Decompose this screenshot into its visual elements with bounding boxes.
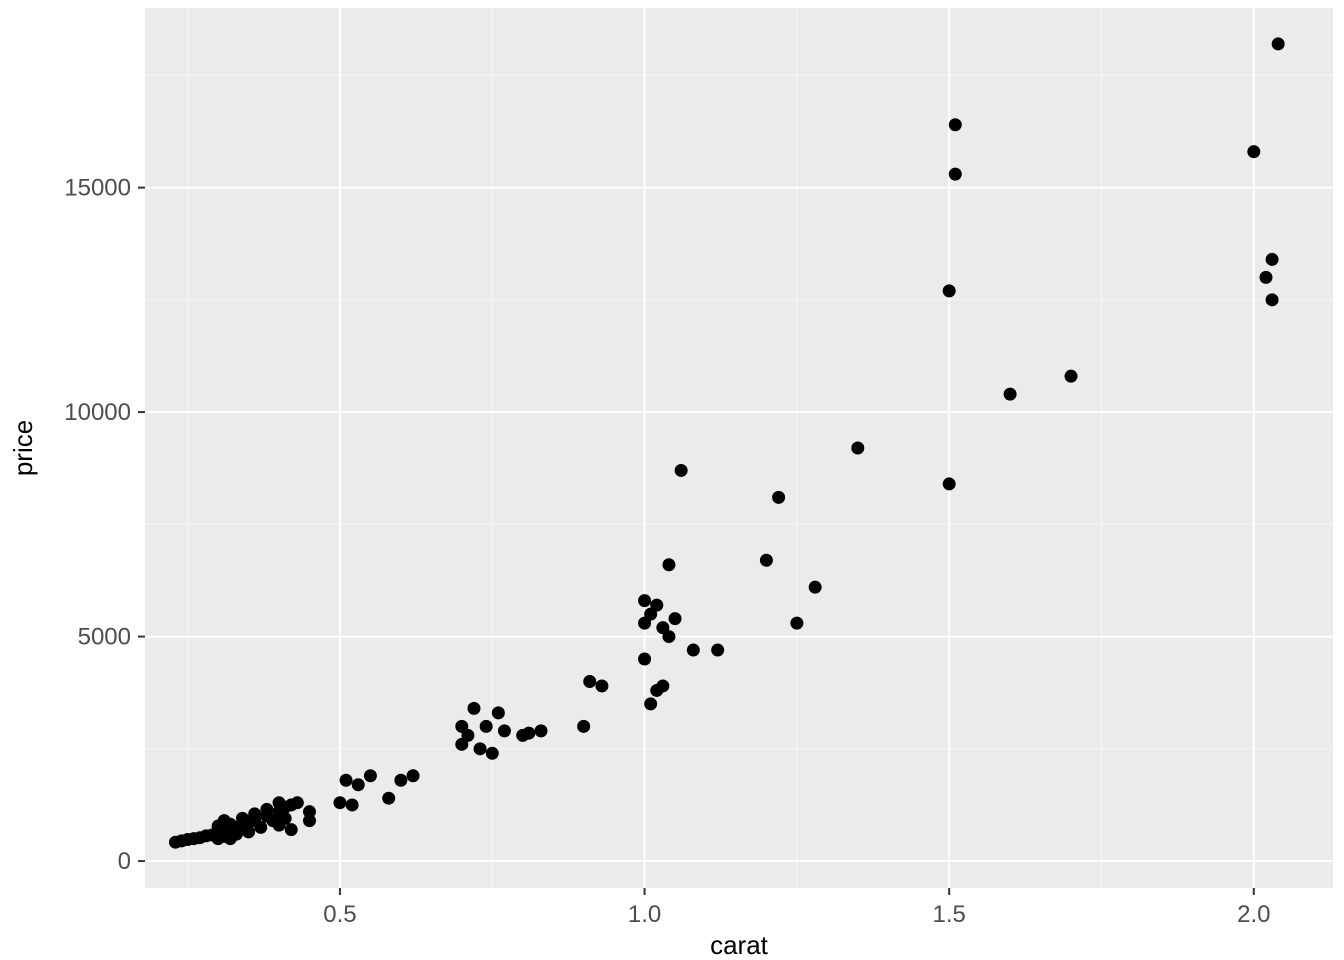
data-point xyxy=(480,720,493,733)
data-point xyxy=(772,491,785,504)
data-point xyxy=(474,742,487,755)
data-point xyxy=(260,803,273,816)
data-point xyxy=(279,812,292,825)
data-point xyxy=(303,814,316,827)
x-tick-label: 2.0 xyxy=(1237,901,1270,928)
data-point xyxy=(1247,145,1260,158)
data-point xyxy=(760,554,773,567)
data-point xyxy=(382,792,395,805)
data-point xyxy=(364,769,377,782)
data-point xyxy=(790,617,803,630)
x-tick-label: 1.0 xyxy=(628,901,661,928)
data-point xyxy=(638,594,651,607)
data-point xyxy=(1272,37,1285,50)
data-point xyxy=(248,807,261,820)
data-point xyxy=(333,796,346,809)
data-point xyxy=(943,284,956,297)
data-point xyxy=(242,825,255,838)
y-tick-label: 0 xyxy=(118,848,131,875)
data-point xyxy=(662,630,675,643)
data-point xyxy=(340,774,353,787)
data-point xyxy=(656,679,669,692)
data-point xyxy=(650,599,663,612)
x-axis-title: carat xyxy=(710,930,769,960)
data-point xyxy=(675,464,688,477)
data-point xyxy=(687,644,700,657)
data-point xyxy=(949,118,962,131)
data-point xyxy=(291,796,304,809)
data-point xyxy=(1266,253,1279,266)
data-point xyxy=(1004,388,1017,401)
data-point xyxy=(1266,293,1279,306)
data-point xyxy=(1065,370,1078,383)
chart-svg: 0.5 1.0 1.5 2.0 0 5000 10000 15000 carat price xyxy=(0,0,1344,960)
y-tick-label: 5000 xyxy=(78,624,131,651)
data-point xyxy=(638,653,651,666)
y-axis-title: price xyxy=(8,420,38,476)
data-point xyxy=(486,747,499,760)
data-point xyxy=(711,644,724,657)
x-tick-label: 1.5 xyxy=(932,901,965,928)
data-point xyxy=(669,612,682,625)
data-point xyxy=(809,581,822,594)
data-point xyxy=(285,823,298,836)
data-point xyxy=(851,442,864,455)
data-point xyxy=(498,724,511,737)
data-point xyxy=(949,168,962,181)
y-tick-label: 10000 xyxy=(64,399,131,426)
data-point xyxy=(595,679,608,692)
data-point xyxy=(943,477,956,490)
data-point xyxy=(662,558,675,571)
data-point xyxy=(583,675,596,688)
data-point xyxy=(461,729,474,742)
data-point xyxy=(352,778,365,791)
data-point xyxy=(394,774,407,787)
data-point xyxy=(577,720,590,733)
plot-panel xyxy=(145,8,1333,888)
data-point xyxy=(346,798,359,811)
data-point xyxy=(492,706,505,719)
data-point xyxy=(535,724,548,737)
data-point xyxy=(644,697,657,710)
data-point xyxy=(467,702,480,715)
x-tick-label: 0.5 xyxy=(323,901,356,928)
data-point xyxy=(407,769,420,782)
data-point xyxy=(254,821,267,834)
data-point xyxy=(1259,271,1272,284)
data-point xyxy=(522,727,535,740)
y-tick-label: 15000 xyxy=(64,175,131,202)
scatter-chart: 0.5 1.0 1.5 2.0 0 5000 10000 15000 carat price xyxy=(0,0,1344,960)
